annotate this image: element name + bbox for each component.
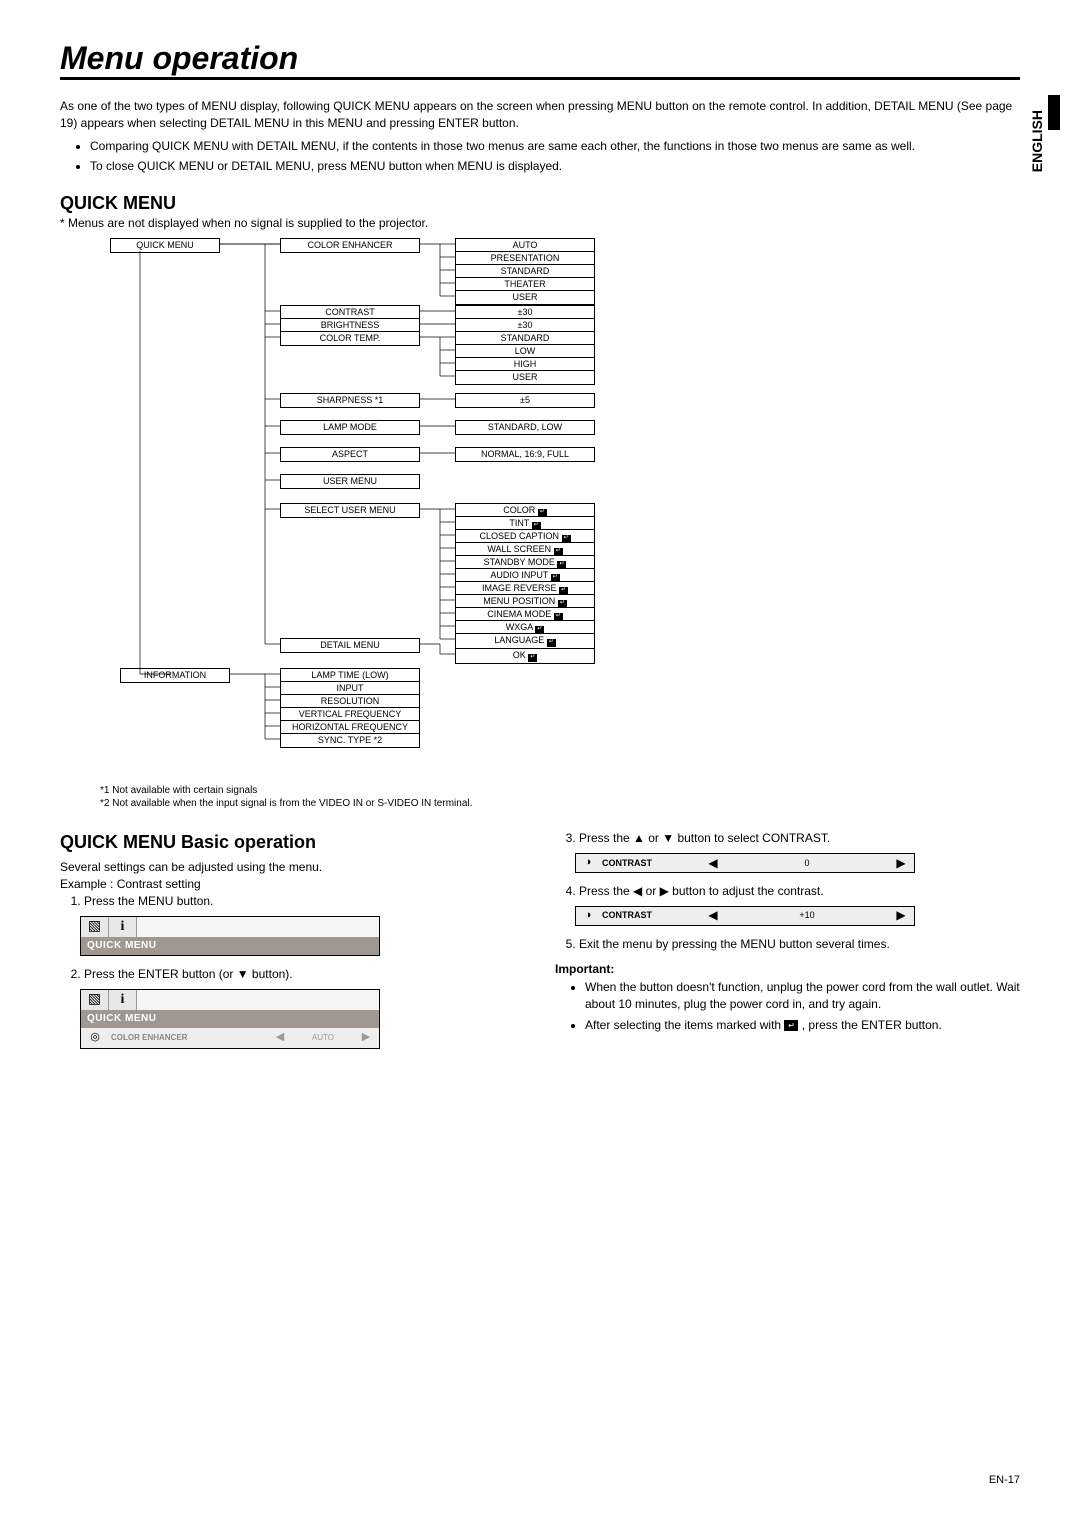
- step-5: Exit the menu by pressing the MENU butto…: [579, 936, 1020, 953]
- important-heading: Important:: [555, 961, 1020, 978]
- enter-icon: [784, 1020, 798, 1031]
- menu-tree-diagram: QUICK MENUCOLOR ENHANCERCONTRASTBRIGHTNE…: [60, 238, 1020, 778]
- page-title: Menu operation: [60, 40, 1020, 80]
- step-4: Press the ◀ or ▶ button to adjust the co…: [579, 883, 1020, 900]
- important-bullet-1: When the button doesn't function, unplug…: [585, 979, 1020, 1013]
- intro-bullet-2: To close QUICK MENU or DETAIL MENU, pres…: [90, 158, 1020, 175]
- menu-screenshot-1: ▧i QUICK MENU: [80, 916, 380, 956]
- important-bullet-2: After selecting the items marked with , …: [585, 1017, 1020, 1034]
- lang-marker: [1048, 95, 1060, 130]
- footnote-1: *1 Not available with certain signals: [100, 784, 1020, 797]
- intro-paragraph: As one of the two types of MENU display,…: [60, 98, 1020, 132]
- basic-intro: Several settings can be adjusted using t…: [60, 859, 525, 876]
- language-tab: ENGLISH: [1029, 110, 1045, 172]
- step-1: Press the MENU button.: [84, 893, 525, 910]
- intro-bullet-1: Comparing QUICK MENU with DETAIL MENU, i…: [90, 138, 1020, 155]
- basic-example: Example : Contrast setting: [60, 876, 525, 893]
- step-2: Press the ENTER button (or ▼ button).: [84, 966, 525, 983]
- menu-screenshot-2: ▧i QUICK MENU ◎COLOR ENHANCER◀AUTO▶: [80, 989, 380, 1049]
- step-3: Press the ▲ or ▼ button to select CONTRA…: [579, 830, 1020, 847]
- page-number: EN-17: [989, 1474, 1020, 1486]
- contrast-bar-2: ◑CONTRAST◀+10▶: [575, 906, 915, 926]
- quick-menu-note: * Menus are not displayed when no signal…: [60, 216, 1020, 230]
- contrast-bar-1: ◑CONTRAST◀0▶: [575, 853, 915, 873]
- basic-operation-heading: QUICK MENU Basic operation: [60, 830, 525, 855]
- footnote-2: *2 Not available when the input signal i…: [100, 797, 1020, 810]
- quick-menu-heading: QUICK MENU: [60, 193, 1020, 214]
